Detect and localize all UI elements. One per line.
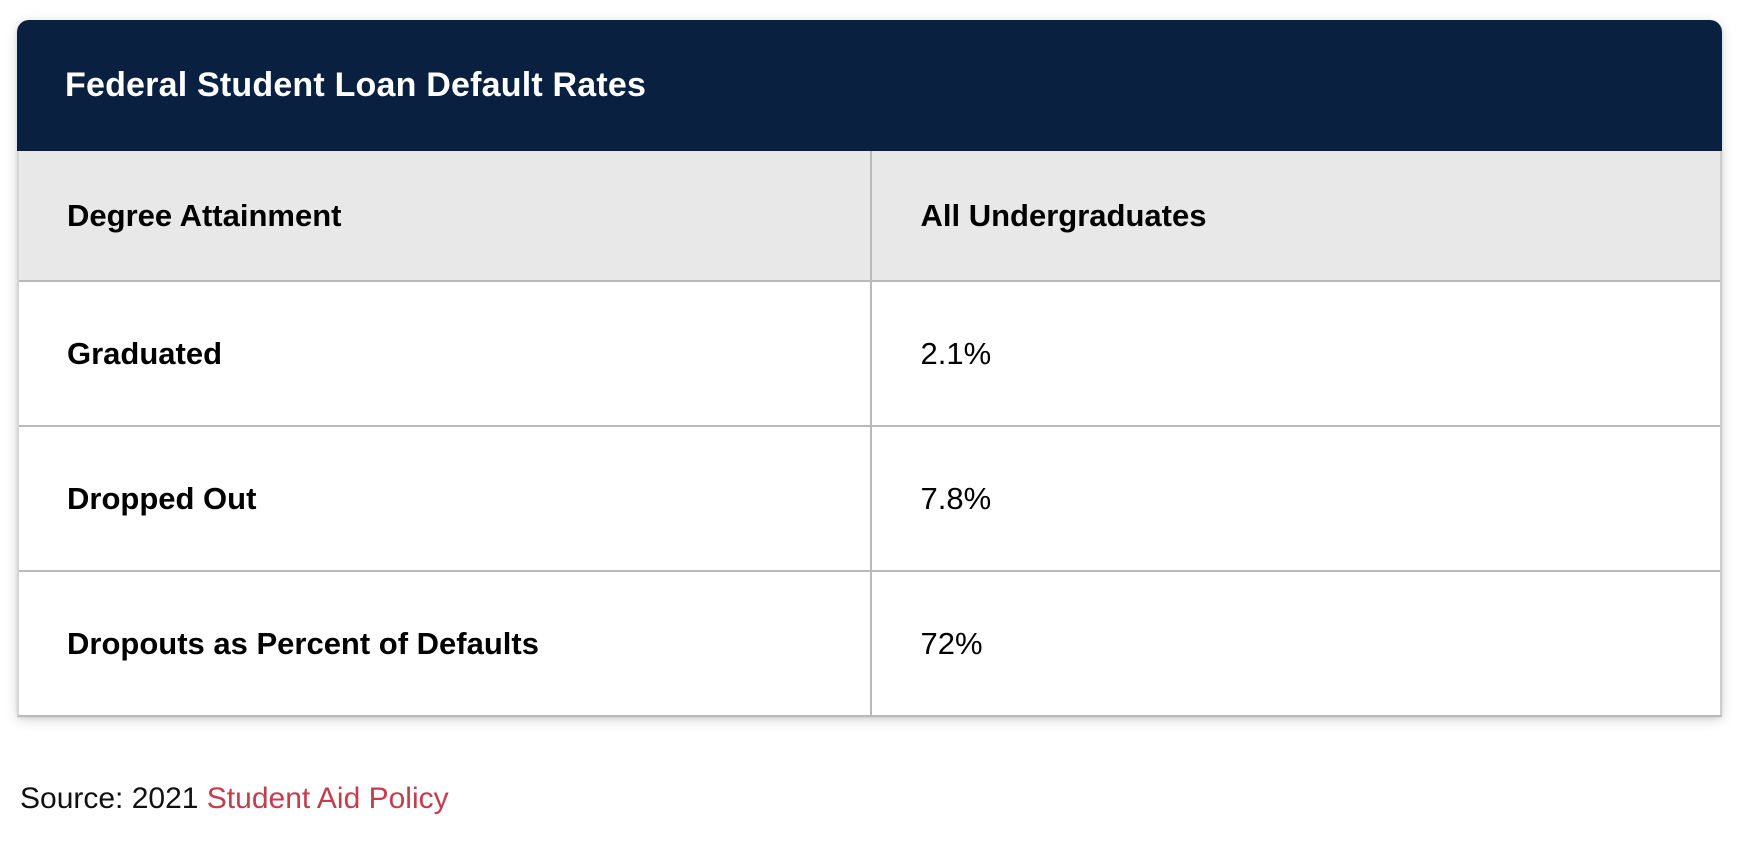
table-row-graduated: Graduated 2.1%: [19, 280, 1720, 425]
row-value-dropouts-percent-of-defaults: 72%: [869, 572, 1721, 715]
row-value-graduated: 2.1%: [869, 282, 1721, 425]
source-line: Source: 2021 Student Aid Policy: [20, 782, 449, 816]
row-value-dropped-out: 7.8%: [869, 427, 1721, 570]
table-title: Federal Student Loan Default Rates: [65, 66, 647, 104]
table-header-row: Degree Attainment All Undergraduates: [19, 151, 1720, 280]
table-row-dropouts-percent-of-defaults: Dropouts as Percent of Defaults 72%: [19, 570, 1720, 715]
column-header-degree-attainment: Degree Attainment: [67, 197, 342, 233]
table-row-dropped-out: Dropped Out 7.8%: [19, 425, 1720, 570]
row-label-graduated: Graduated: [67, 335, 223, 371]
row-label-dropouts-percent-of-defaults: Dropouts as Percent of Defaults: [67, 625, 539, 661]
default-rates-table: Degree Attainment All Undergraduates Gra…: [17, 151, 1722, 717]
source-prefix: Source: 2021: [20, 782, 207, 815]
default-rates-card: Federal Student Loan Default Rates Degre…: [17, 20, 1722, 717]
source-link[interactable]: Student Aid Policy: [206, 782, 449, 815]
table-title-bar: Federal Student Loan Default Rates: [17, 20, 1722, 151]
column-header-all-undergraduates: All Undergraduates: [869, 151, 1721, 280]
row-label-dropped-out: Dropped Out: [67, 480, 257, 516]
